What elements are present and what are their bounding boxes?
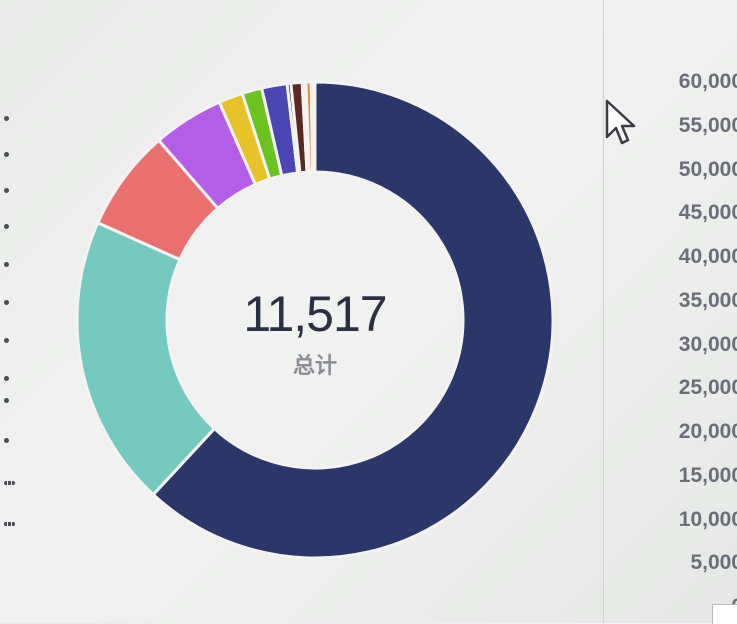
y-tick-label: 60,000 [678, 70, 737, 93]
legend-marker-ellipsis [4, 481, 15, 485]
donut-total-label: 总计 [292, 354, 337, 379]
y-tick-label: 10,000 [678, 507, 737, 531]
legend-marker-ellipsis [4, 522, 15, 526]
y-tick-label: 20,000 [678, 420, 737, 443]
y-tick-label: 35,000 [678, 288, 737, 312]
y-tick-label: 55,000 [678, 113, 737, 137]
panel-divider [603, 0, 604, 623]
axis-corner-box [712, 604, 737, 624]
mouse-cursor-icon [605, 99, 636, 145]
y-tick-label: 50,000 [678, 157, 737, 181]
legend-marker [4, 224, 9, 229]
legend-marker [4, 188, 9, 193]
legend-marker [4, 398, 9, 403]
donut-slice-12[interactable] [309, 80, 317, 174]
left-legend-markers [0, 0, 16, 623]
donut-slice-2[interactable] [75, 220, 217, 497]
legend-marker [4, 438, 9, 443]
legend-marker [4, 262, 9, 267]
donut-slice-1[interactable] [151, 80, 555, 560]
legend-marker [4, 116, 9, 121]
legend-marker [4, 300, 9, 305]
y-tick-label: 15,000 [678, 463, 737, 487]
y-tick-label: 30,000 [678, 332, 737, 356]
donut-svg [75, 80, 555, 560]
bar-chart-y-axis: 60,000 55,000 50,000 45,000 40,000 35,000 30,0… [610, 0, 737, 623]
y-tick-label: 25,000 [678, 376, 737, 400]
donut-total-value: 11,517 [243, 286, 387, 342]
donut-chart: 11,517 总计 [70, 80, 570, 564]
legend-marker [4, 152, 9, 157]
y-tick-label: 5,000 [690, 551, 737, 575]
legend-marker [4, 338, 9, 343]
y-tick-label: 45,000 [678, 201, 737, 225]
y-tick-label: 40,000 [678, 245, 737, 268]
legend-marker [4, 376, 9, 381]
